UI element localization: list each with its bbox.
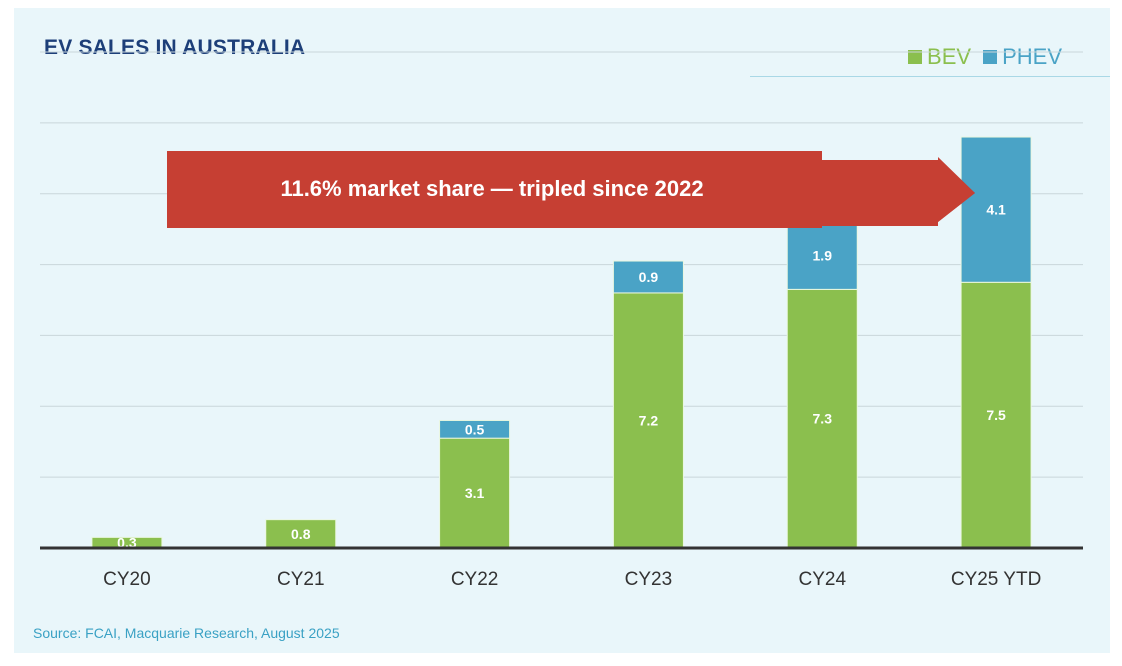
chart-panel [14,8,1110,653]
source-note: Source: FCAI, Macquarie Research, August… [33,625,340,641]
x-tick-label: CY22 [451,569,499,590]
bev-value-label: 0.8 [291,526,311,542]
annotation-arrow [167,151,975,228]
phev-value-label: 4.1 [986,202,1006,218]
x-tick-label: CY20 [103,569,151,590]
x-tick-label: CY24 [798,569,846,590]
legend: BEV PHEV [908,44,1062,70]
legend-item-phev: PHEV [983,44,1062,70]
bev-swatch [908,50,923,64]
phev-value-label: 0.5 [465,421,485,437]
phev-value-label: 0.9 [639,269,659,285]
legend-item-bev: BEV [908,44,971,70]
bev-value-label: 7.5 [986,407,1006,423]
annotation-text: 11.6% market share — tripled since 2022 [280,176,703,201]
bev-bar-cy25-ytd [960,281,1032,549]
bev-value-label: 3.1 [465,485,485,501]
legend-label-phev: PHEV [1002,44,1062,69]
annotation-arrow-head [822,157,975,226]
phev-bar-cy23 [612,260,684,294]
phev-bar-cy24 [786,221,858,290]
bev-bar-cy24 [786,288,858,549]
phev-bar-cy22 [439,419,511,439]
bev-bar-cy23 [612,292,684,549]
header-divider [750,76,1110,77]
phev-swatch [983,50,998,64]
phev-value-label: 1.9 [813,248,833,264]
bev-bar-cy22 [439,437,511,549]
phev-bar-cy25-ytd [960,136,1032,283]
x-tick-label: CY23 [625,569,673,590]
bev-value-label: 7.2 [639,412,659,428]
chart-title: EV SALES IN AUSTRALIA [44,36,306,59]
legend-label-bev: BEV [927,44,972,69]
x-tick-label: CY21 [277,569,325,590]
x-tick-label: CY25 YTD [951,569,1041,590]
bev-value-label: 7.3 [813,411,833,427]
